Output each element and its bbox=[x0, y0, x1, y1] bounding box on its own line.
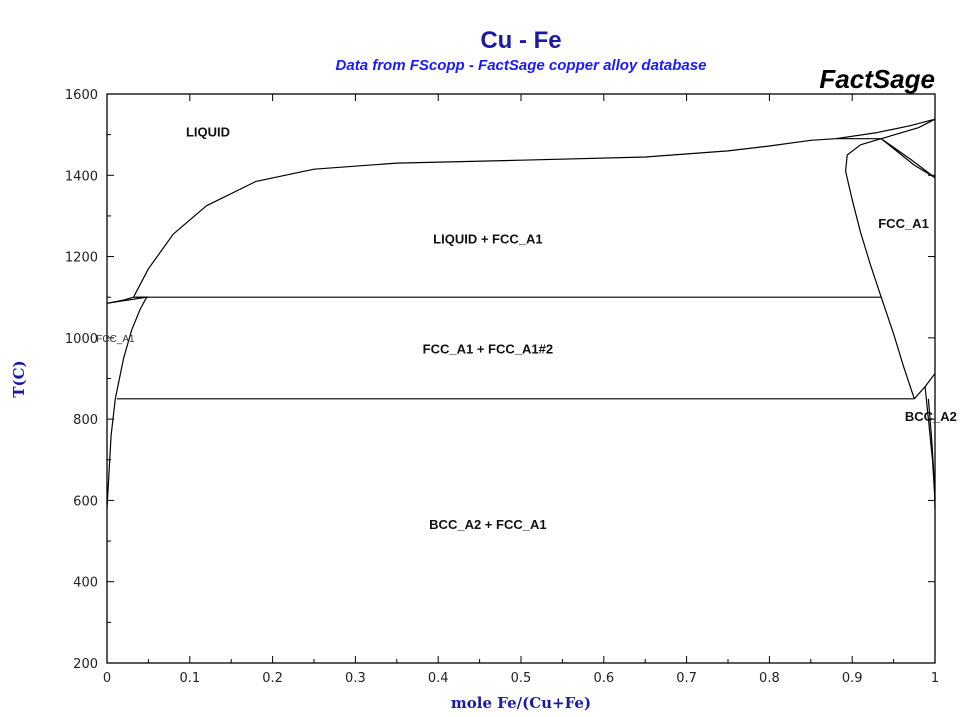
x-tick-label: 0.6 bbox=[593, 671, 614, 686]
chart-title: Cu - Fe bbox=[480, 27, 561, 54]
y-tick-label: 200 bbox=[73, 657, 98, 672]
phase-region-labels: LIQUID LIQUID + FCC_A1 FCC_A1 FCC_A1 + FCC_… bbox=[96, 125, 957, 532]
y-tick-label: 1000 bbox=[65, 332, 98, 347]
phase-boundary-line bbox=[927, 398, 936, 509]
x-tick-label: 0.4 bbox=[428, 671, 449, 686]
x-tick-label: 0.2 bbox=[262, 671, 283, 686]
phase-region-label: LIQUID bbox=[186, 125, 230, 140]
phase-boundary-line bbox=[106, 296, 147, 304]
phase-region-label: BCC_A2 bbox=[905, 409, 957, 424]
phase-boundary-line bbox=[924, 386, 936, 501]
phase-boundaries bbox=[106, 118, 936, 509]
phase-boundary-line bbox=[835, 118, 936, 140]
y-axis-ticks: 200 400 600 800 1000 1200 1400 1600 bbox=[65, 88, 935, 672]
chart-subtitle: Data from FScopp - FactSage copper alloy… bbox=[336, 57, 707, 74]
plot-frame bbox=[106, 93, 936, 664]
x-tick-label: 0.3 bbox=[345, 671, 366, 686]
phase-boundary-line bbox=[106, 118, 936, 304]
x-tick-label: 0 bbox=[103, 671, 111, 686]
x-tick-label: 1 bbox=[931, 671, 939, 686]
x-axis-ticks: 0 0.1 0.2 0.3 0.4 0.5 0.6 0.7 0.8 0.9 1 bbox=[103, 94, 939, 686]
y-axis-label: T(C) bbox=[10, 360, 28, 397]
brand-label: FactSage bbox=[819, 64, 935, 94]
phase-boundary-line bbox=[844, 138, 882, 298]
phase-region-label: LIQUID + FCC_A1 bbox=[433, 232, 542, 247]
phase-boundary-line bbox=[880, 297, 915, 399]
phase-boundary-line bbox=[880, 138, 936, 179]
y-tick-label: 1200 bbox=[65, 251, 98, 266]
small-phase-label: FCC_A1 bbox=[96, 334, 135, 345]
x-axis-label: mole Fe/(Cu+Fe) bbox=[451, 694, 591, 712]
y-tick-label: 1400 bbox=[65, 169, 98, 184]
y-tick-label: 600 bbox=[73, 494, 98, 509]
x-tick-label: 0.5 bbox=[511, 671, 532, 686]
phase-region-label: FCC_A1 + FCC_A1#2 bbox=[423, 341, 553, 356]
x-tick-label: 0.1 bbox=[179, 671, 200, 686]
y-tick-label: 1600 bbox=[65, 88, 98, 103]
phase-boundary-line bbox=[913, 373, 936, 400]
phase-region-label: FCC_A1 bbox=[878, 216, 929, 231]
x-tick-label: 0.8 bbox=[759, 671, 780, 686]
y-tick-label: 400 bbox=[73, 576, 98, 591]
y-tick-label: 800 bbox=[73, 413, 98, 428]
phase-region-label: BCC_A2 + FCC_A1 bbox=[429, 517, 546, 532]
x-tick-label: 0.7 bbox=[676, 671, 697, 686]
x-tick-label: 0.9 bbox=[842, 671, 863, 686]
phase-boundary-line bbox=[106, 296, 148, 509]
phase-boundary-line bbox=[880, 138, 936, 179]
